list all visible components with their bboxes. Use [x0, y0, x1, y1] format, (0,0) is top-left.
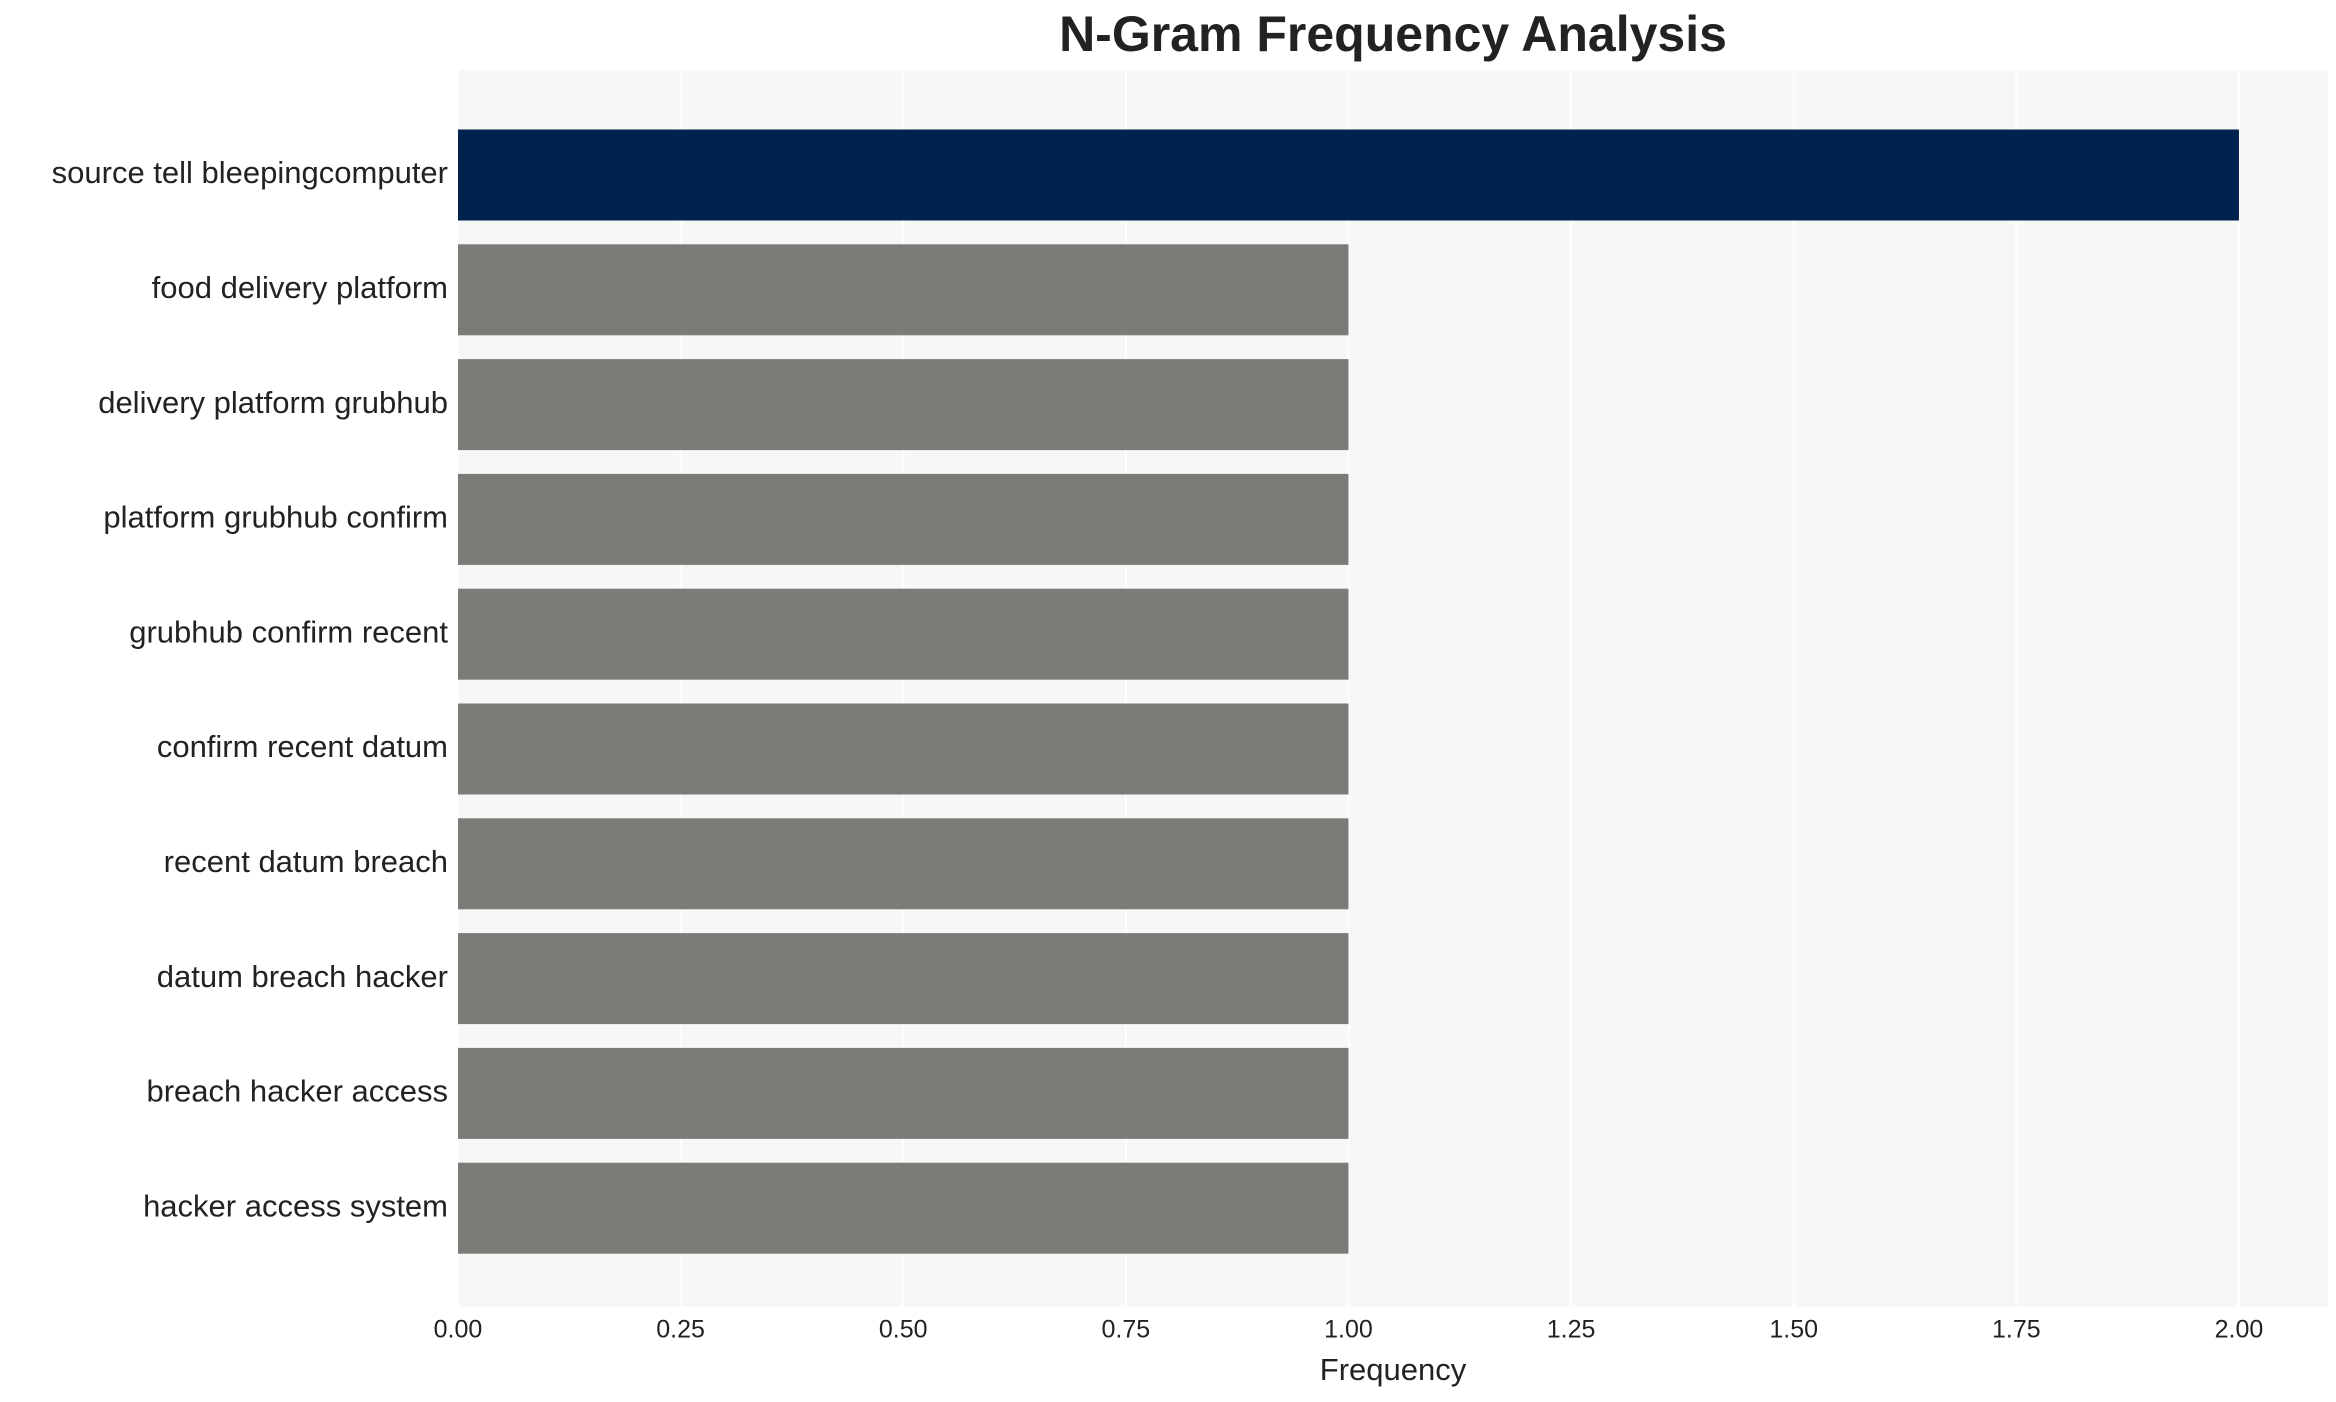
y-tick-label: platform grubhub confirm — [103, 500, 448, 535]
y-tick-label: breach hacker access — [146, 1074, 448, 1109]
bar — [458, 703, 1349, 795]
bar — [458, 359, 1349, 451]
y-tick-label: source tell bleepingcomputer — [52, 155, 448, 190]
x-tick-label: 1.25 — [1547, 1316, 1596, 1344]
chart-title: N-Gram Frequency Analysis — [1059, 6, 1727, 62]
y-tick-label: hacker access system — [143, 1188, 448, 1223]
x-tick-label: 1.50 — [1769, 1316, 1818, 1344]
bar — [458, 818, 1349, 910]
y-tick-label: recent datum breach — [164, 844, 448, 879]
x-tick-label: 2.00 — [2215, 1316, 2264, 1344]
y-tick-label: datum breach hacker — [157, 959, 448, 994]
x-tick-label: 0.75 — [1102, 1316, 1151, 1344]
y-tick-label: food delivery platform — [152, 270, 448, 305]
x-tick-label: 1.00 — [1324, 1316, 1373, 1344]
bar — [458, 244, 1349, 336]
bar — [458, 588, 1349, 680]
x-tick-label: 0.50 — [879, 1316, 928, 1344]
bar — [458, 473, 1349, 565]
x-tick-label: 1.75 — [1992, 1316, 2041, 1344]
y-tick-label: grubhub confirm recent — [129, 614, 448, 649]
bar — [458, 1047, 1349, 1139]
x-axis-title: Frequency — [1320, 1352, 1467, 1387]
x-tick-label: 0.00 — [434, 1316, 483, 1344]
bar — [458, 129, 2239, 221]
bar — [458, 933, 1349, 1025]
bar — [458, 1162, 1349, 1254]
y-tick-label: delivery platform grubhub — [98, 385, 448, 420]
x-tick-label: 0.25 — [656, 1316, 705, 1344]
y-tick-label: confirm recent datum — [157, 729, 448, 764]
